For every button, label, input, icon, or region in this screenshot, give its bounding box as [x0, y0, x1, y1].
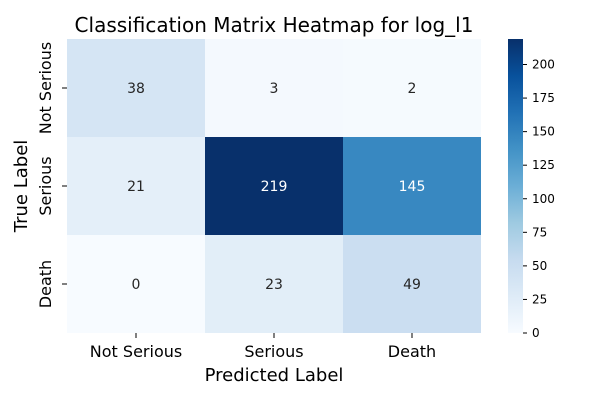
x-tick-label-1: Serious: [244, 342, 303, 361]
colorbar-tick-label-1: 25: [532, 292, 547, 306]
x-axis-ticks: Not Serious Serious Death: [90, 333, 436, 361]
chart-title: Classification Matrix Heatmap for log_l1: [75, 13, 474, 37]
colorbar-gradient: [508, 39, 523, 333]
heatmap-cells: 38 3 2 21 219 145 0 23 49: [67, 39, 481, 333]
cell-value-2-1: 23: [265, 277, 283, 293]
x-tick-label-2: Death: [388, 342, 436, 361]
cell-value-0-2: 2: [408, 81, 417, 97]
heatmap-cell-0-1: [205, 39, 343, 137]
colorbar-tick-label-4: 100: [532, 192, 555, 206]
cell-value-2-0: 0: [132, 277, 141, 293]
cell-value-1-1: 219: [261, 179, 288, 195]
heatmap-cell-1-2: [343, 137, 481, 235]
heatmap-cell-1-1: [205, 137, 343, 235]
cell-value-1-2: 145: [399, 179, 426, 195]
cell-value-1-0: 21: [127, 179, 145, 195]
y-tick-label-0: Not Serious: [36, 42, 55, 134]
colorbar-tick-label-3: 75: [532, 225, 547, 239]
colorbar-tick-label-5: 125: [532, 158, 555, 172]
heatmap-cell-2-2: [343, 235, 481, 333]
x-tick-label-0: Not Serious: [90, 342, 182, 361]
colorbar-tick-label-0: 0: [532, 326, 540, 340]
colorbar-tick-label-7: 175: [532, 91, 555, 105]
colorbar: 0 25 50 75 100 125 150 175 200: [508, 39, 555, 340]
cell-value-2-2: 49: [403, 277, 421, 293]
y-axis-label: True Label: [11, 140, 32, 234]
heatmap-cell-0-0: [67, 39, 205, 137]
x-axis-label: Predicted Label: [205, 365, 344, 386]
colorbar-tick-label-2: 50: [532, 259, 547, 273]
y-axis-ticks: Not Serious Serious Death: [36, 42, 67, 308]
y-tick-label-2: Death: [36, 260, 55, 308]
heatmap-cell-0-2: [343, 39, 481, 137]
y-tick-label-1: Serious: [36, 156, 55, 215]
colorbar-tick-label-6: 150: [532, 125, 555, 139]
heatmap-cell-2-0: [67, 235, 205, 333]
colorbar-tick-label-8: 200: [532, 58, 555, 72]
heatmap-cell-2-1: [205, 235, 343, 333]
heatmap-cell-1-0: [67, 137, 205, 235]
cell-value-0-1: 3: [270, 81, 279, 97]
cell-value-0-0: 38: [127, 81, 145, 97]
